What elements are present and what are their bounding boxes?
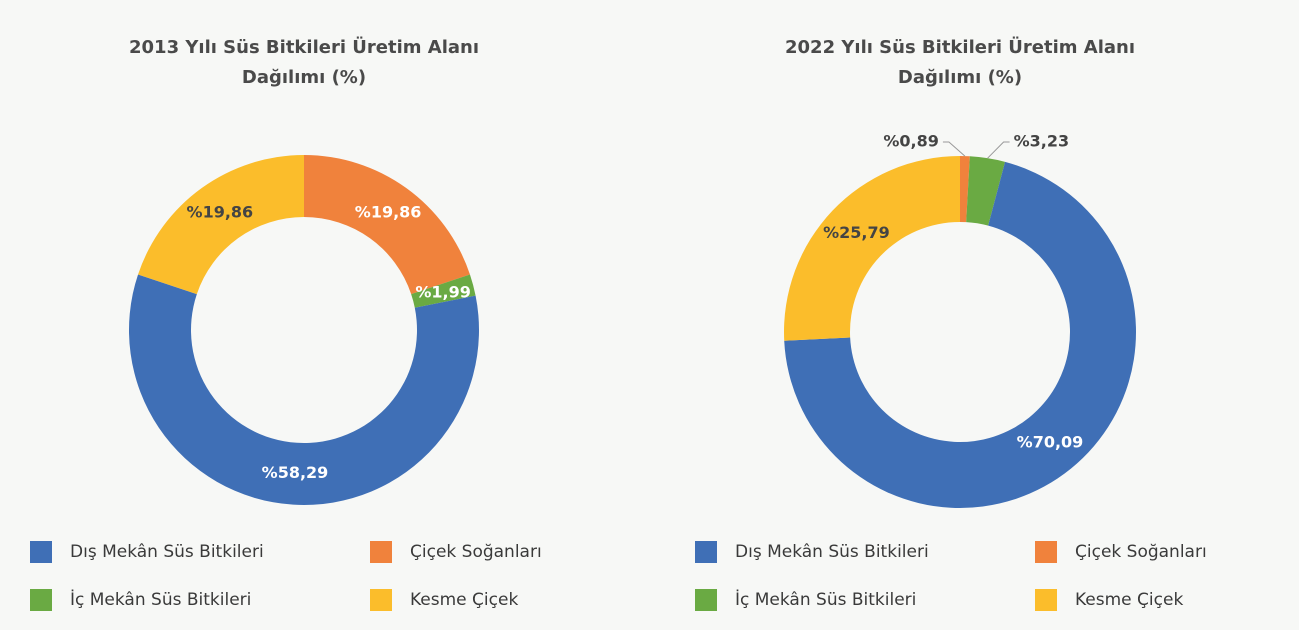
legend-label: İç Mekân Süs Bitkileri <box>735 589 916 610</box>
donut-slice <box>304 155 470 295</box>
data-label: %70,09 <box>1017 433 1084 452</box>
data-label: %25,79 <box>823 223 890 242</box>
leader-line <box>942 141 966 157</box>
title-line: Dağılımı (%) <box>898 67 1022 88</box>
legend-label: Çiçek Soğanları <box>1075 542 1207 562</box>
title-line: 2013 Yılı Süs Bitkileri Üretim Alanı <box>129 36 479 58</box>
legend-swatch <box>695 589 717 611</box>
legend-swatch <box>695 541 717 563</box>
data-label: %3,23 <box>1014 132 1070 151</box>
legend-swatch <box>370 589 392 611</box>
legend-swatch <box>30 589 52 611</box>
title-line: 2022 Yılı Süs Bitkileri Üretim Alanı <box>785 36 1135 58</box>
donut-slice <box>128 274 479 506</box>
legend-label: Kesme Çiçek <box>410 590 518 610</box>
data-label: %19,86 <box>187 203 254 222</box>
donut-slice <box>784 161 1137 508</box>
data-label: %1,99 <box>415 282 471 301</box>
data-label: %58,29 <box>262 463 329 482</box>
legend-label: Dış Mekân Süs Bitkileri <box>70 542 264 562</box>
legend-swatch <box>30 541 52 563</box>
data-label: %19,86 <box>355 203 422 222</box>
donut-slice <box>784 156 960 341</box>
legend-label: Çiçek Soğanları <box>410 542 542 562</box>
donut-slice <box>411 274 476 308</box>
legend-label: Kesme Çiçek <box>1075 590 1183 610</box>
legend-swatch <box>1035 589 1057 611</box>
legend-swatch <box>370 541 392 563</box>
title-line: Dağılımı (%) <box>242 67 366 88</box>
data-label: %0,89 <box>883 132 939 151</box>
legend-label: İç Mekân Süs Bitkileri <box>70 589 251 610</box>
chart-title: 2013 Yılı Süs Bitkileri Üretim Alanı Dağı… <box>129 36 479 88</box>
chart-title: 2022 Yılı Süs Bitkileri Üretim Alanı Dağı… <box>785 36 1135 88</box>
legend-label: Dış Mekân Süs Bitkileri <box>735 542 929 562</box>
donut-slice <box>138 155 304 295</box>
leader-line <box>987 141 1010 159</box>
legend-swatch <box>1035 541 1057 563</box>
donut-slice <box>960 156 970 223</box>
donut-slice <box>966 156 1006 226</box>
